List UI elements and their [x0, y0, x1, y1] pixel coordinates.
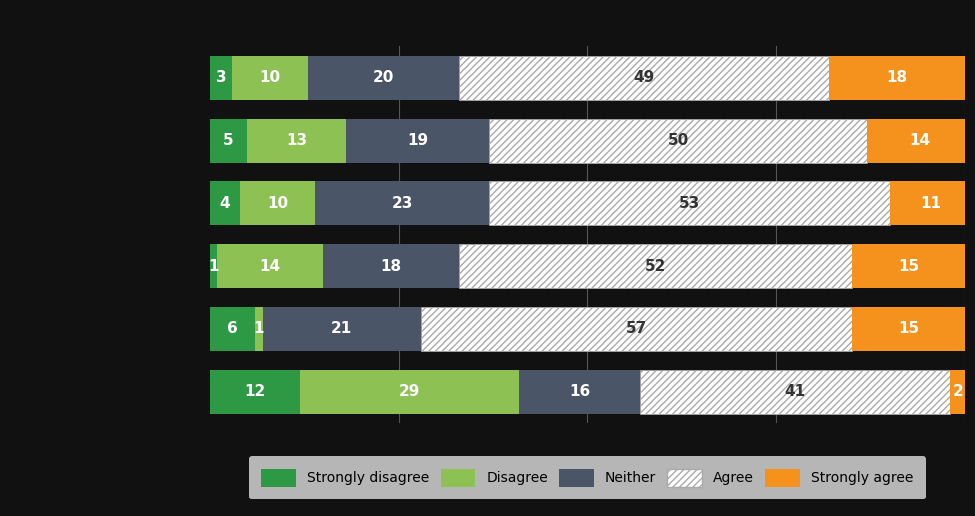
Text: 57: 57 [626, 321, 647, 336]
Bar [520, 370, 641, 414]
Text: 15: 15 [898, 259, 919, 273]
Bar [210, 244, 217, 288]
Text: 15: 15 [898, 321, 919, 336]
Legend: Strongly disagree, Disagree, Neither, Agree, Strongly agree: Strongly disagree, Disagree, Neither, Ag… [249, 457, 926, 499]
Bar [421, 307, 852, 351]
Text: 16: 16 [569, 384, 591, 399]
Text: 18: 18 [886, 70, 908, 85]
Text: 10: 10 [267, 196, 289, 211]
Text: 10: 10 [259, 70, 281, 85]
Bar [255, 307, 262, 351]
Bar [210, 182, 240, 225]
Bar [459, 56, 829, 100]
Bar [210, 119, 248, 163]
Text: 29: 29 [399, 384, 420, 399]
Text: 14: 14 [259, 259, 281, 273]
Text: 14: 14 [910, 133, 930, 148]
Bar [232, 56, 308, 100]
Bar [852, 307, 965, 351]
Bar [300, 370, 520, 414]
Text: 21: 21 [332, 321, 353, 336]
Text: 2: 2 [953, 384, 963, 399]
Text: 1: 1 [208, 259, 218, 273]
Text: 3: 3 [215, 70, 226, 85]
Bar [489, 182, 889, 225]
Text: 12: 12 [245, 384, 265, 399]
Bar [459, 244, 852, 288]
Text: 53: 53 [679, 196, 700, 211]
Bar [889, 182, 973, 225]
Bar [950, 370, 965, 414]
Bar [852, 244, 965, 288]
Text: 20: 20 [372, 70, 394, 85]
Bar [210, 56, 232, 100]
Bar [210, 370, 300, 414]
Bar [867, 119, 973, 163]
Text: 49: 49 [634, 70, 655, 85]
Text: 52: 52 [644, 259, 666, 273]
Text: 4: 4 [219, 196, 230, 211]
Text: 6: 6 [227, 321, 238, 336]
Bar [316, 182, 489, 225]
Bar [641, 370, 950, 414]
Bar [489, 119, 867, 163]
Bar [248, 119, 345, 163]
Bar [262, 307, 421, 351]
Bar [210, 307, 255, 351]
Bar [217, 244, 323, 288]
Bar [240, 182, 316, 225]
Text: 50: 50 [668, 133, 688, 148]
Text: 23: 23 [392, 196, 413, 211]
Bar [346, 119, 489, 163]
Text: 11: 11 [920, 196, 942, 211]
Bar [829, 56, 965, 100]
Bar [308, 56, 459, 100]
Bar [323, 244, 459, 288]
Text: 5: 5 [223, 133, 234, 148]
Text: 13: 13 [286, 133, 307, 148]
Text: 41: 41 [785, 384, 805, 399]
Text: 1: 1 [254, 321, 264, 336]
Text: 18: 18 [380, 259, 402, 273]
Text: 19: 19 [407, 133, 428, 148]
